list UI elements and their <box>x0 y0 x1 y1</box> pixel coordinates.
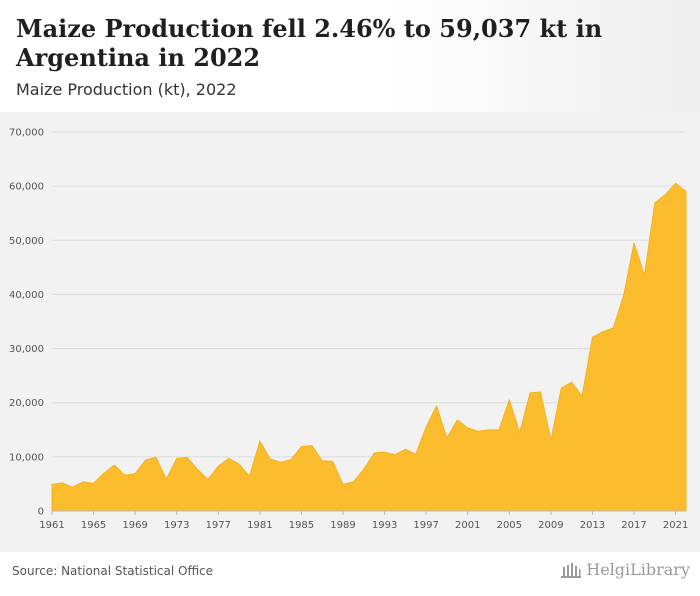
y-tick-label: 60,000 <box>9 182 44 193</box>
y-tick-label: 30,000 <box>9 344 44 355</box>
page-title: Maize Production fell 2.46% to 59,037 kt… <box>16 14 603 72</box>
y-tick-label: 70,000 <box>9 128 44 139</box>
x-tick-label: 2005 <box>497 520 522 531</box>
x-tick-label: 2021 <box>663 520 688 531</box>
x-tick-label: 1969 <box>122 520 147 531</box>
y-tick-label: 0 <box>38 507 44 518</box>
x-tick-label: 1973 <box>164 520 189 531</box>
y-tick-label: 40,000 <box>9 290 44 301</box>
header: Maize Production fell 2.46% to 59,037 kt… <box>0 0 700 112</box>
x-tick-label: 2009 <box>538 520 563 531</box>
library-building-icon <box>561 562 582 578</box>
logo-text: HelgiLibrary <box>586 560 690 579</box>
series-area <box>51 182 687 512</box>
x-tick-label: 2017 <box>621 520 646 531</box>
x-tick-label: 2001 <box>455 520 480 531</box>
y-tick-label: 20,000 <box>9 398 44 409</box>
y-tick-label: 10,000 <box>9 452 44 463</box>
source-note: Source: National Statistical Office <box>12 564 214 578</box>
x-tick-label: 1993 <box>372 520 397 531</box>
x-tick-label: 1977 <box>206 520 231 531</box>
x-tick-label: 1989 <box>330 520 355 531</box>
chart-area: 0 10,000 20,000 30,000 40,000 50,000 60,000 70,… <box>0 112 700 552</box>
x-tick-label: 1965 <box>81 520 106 531</box>
area-chart: 0 10,000 20,000 30,000 40,000 50,000 60,000 70,… <box>9 128 688 532</box>
chart-subtitle: Maize Production (kt), 2022 <box>16 80 237 99</box>
x-tick-label: 1961 <box>39 520 64 531</box>
x-tick-label: 1981 <box>247 520 272 531</box>
y-tick-label: 50,000 <box>9 236 44 247</box>
x-tick-label: 1997 <box>413 520 438 531</box>
helgilibrary-logo: HelgiLibrary <box>560 560 690 579</box>
x-tick-label: 1985 <box>289 520 314 531</box>
x-tick-label: 2013 <box>580 520 605 531</box>
